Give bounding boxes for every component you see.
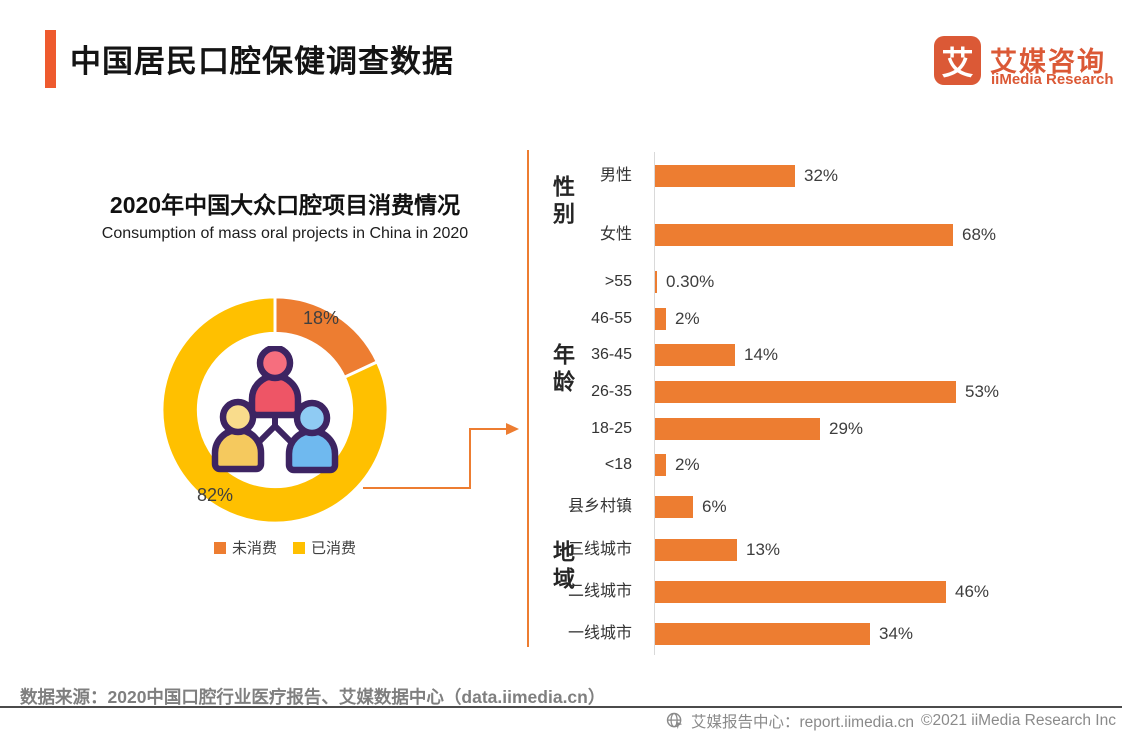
- bar-value-label: 2%: [675, 309, 700, 328]
- bar-value-label: 53%: [965, 382, 1000, 401]
- legend-label: 已消费: [311, 540, 357, 557]
- person-blue-icon: [285, 399, 339, 474]
- bar-18-25: [655, 418, 820, 440]
- bar-36-45: [655, 344, 735, 366]
- bar-value-label: 29%: [829, 419, 864, 438]
- bar-category-label: >55: [604, 273, 632, 290]
- bar-category-label: 18-25: [591, 420, 632, 437]
- footer-copyright: ©2021 iiMedia Research Inc: [921, 712, 1116, 729]
- bar-value-label: 13%: [746, 540, 781, 559]
- bar-二线城市: [655, 581, 946, 603]
- logo-glyph: 艾: [941, 44, 974, 81]
- bar-category-label: 县乡村镇: [567, 498, 632, 515]
- footer-divider-rule: [0, 706, 1122, 708]
- bar->55: [655, 271, 657, 293]
- legend-swatch-yellow: [293, 541, 305, 554]
- iimedia-logo-icon: 艾: [934, 36, 981, 85]
- donut-chart-title-en: Consumption of mass oral projects in Chi…: [101, 225, 469, 242]
- bar-group-label-年龄: 年龄: [550, 343, 575, 397]
- connector-arrow: [363, 423, 519, 489]
- globe-cursor-icon: [666, 712, 683, 730]
- person-yellow-icon: [211, 398, 265, 473]
- bar-category-label: 46-55: [591, 310, 632, 327]
- data-source-line: 数据来源：2020中国口腔行业医疗报告、艾媒数据中心（data.iimedia.…: [20, 687, 606, 707]
- donut-chart-title-zh: 2020年中国大众口腔项目消费情况: [109, 192, 461, 218]
- bar-男性: [655, 165, 795, 187]
- legend-item-not-consumed: 未消费: [213, 537, 277, 558]
- bar-category-label: 男性: [599, 167, 632, 184]
- bar-category-label: 36-45: [591, 346, 632, 363]
- person-red-icon: [248, 346, 302, 419]
- legend-swatch-orange: [213, 541, 226, 554]
- bar-group-label-地域: 地域: [550, 540, 575, 594]
- bar-value-label: 32%: [804, 166, 839, 185]
- bar-value-label: 0.30%: [666, 272, 715, 291]
- bar-category-label: 女性: [599, 226, 632, 243]
- bar-category-label: 一线城市: [567, 625, 632, 642]
- section-divider-line: [527, 150, 529, 647]
- footer-report-center: 艾媒报告中心：report.iimedia.cn: [690, 714, 915, 731]
- bar-value-label: 14%: [744, 345, 779, 364]
- legend-item-consumed: 已消费: [293, 537, 356, 558]
- footer-bar: 艾媒报告中心：report.iimedia.cn ©2021 iiMedia R…: [666, 710, 1116, 732]
- bar-三线城市: [655, 539, 737, 561]
- donut-slice-label-18: 18%: [303, 308, 340, 328]
- bar-category-label: <18: [604, 456, 632, 473]
- bar-value-label: 46%: [955, 582, 990, 601]
- bar-value-label: 2%: [675, 455, 700, 474]
- donut-legend: 未消费 已消费: [60, 537, 510, 558]
- bar-category-label: 二线城市: [567, 583, 632, 600]
- bar-value-label: 34%: [879, 624, 914, 643]
- bar-县乡村镇: [655, 496, 693, 518]
- brand-name-en: iiMedia Research: [991, 71, 1114, 88]
- bar-46-55: [655, 308, 666, 330]
- bar-axis-line: [654, 152, 655, 655]
- title-accent-bar: [45, 30, 56, 88]
- bar-category-label: 三线城市: [567, 541, 632, 558]
- bar-category-label: 26-35: [591, 383, 632, 400]
- bar-26-35: [655, 381, 956, 403]
- brand-name-zh: 艾媒咨询: [990, 47, 1106, 77]
- page-title: 中国居民口腔保健调查数据: [70, 44, 454, 79]
- donut-slice-label-82: 82%: [197, 485, 234, 505]
- bar-value-label: 68%: [962, 225, 997, 244]
- bar-一线城市: [655, 623, 870, 645]
- bar-<18: [655, 454, 666, 476]
- bar-女性: [655, 224, 953, 246]
- legend-label: 未消费: [231, 540, 277, 557]
- bar-value-label: 6%: [702, 497, 727, 516]
- people-group-icon: [211, 346, 339, 474]
- bar-group-label-性别: 性别: [550, 175, 575, 229]
